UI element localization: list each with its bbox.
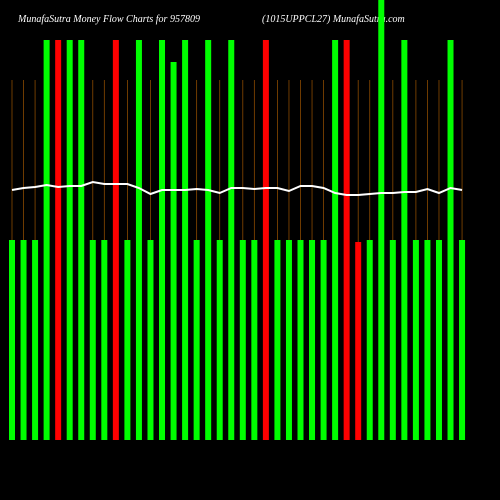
chart-title: MunafaSutra Money Flow Charts for 957809 — [17, 14, 200, 25]
bar — [320, 240, 327, 440]
bar — [55, 40, 62, 440]
bar — [297, 240, 304, 440]
bar — [20, 240, 27, 440]
bar — [147, 240, 154, 440]
bar — [355, 242, 362, 440]
bar — [309, 240, 316, 440]
bar — [424, 240, 431, 440]
bar — [343, 40, 350, 440]
bar — [332, 40, 339, 440]
bar — [101, 240, 108, 440]
bar — [193, 240, 200, 440]
bar — [459, 240, 466, 440]
bar — [378, 0, 385, 440]
bar — [135, 40, 142, 440]
money-flow-line — [11, 180, 463, 196]
bar — [9, 240, 15, 440]
bar — [447, 40, 454, 440]
bar — [274, 240, 281, 440]
bar — [159, 40, 166, 440]
bar — [435, 240, 442, 440]
bar — [251, 240, 258, 440]
bar — [170, 62, 177, 440]
bar — [216, 240, 223, 440]
bar — [89, 240, 96, 440]
bar — [366, 240, 373, 440]
bar — [78, 40, 85, 440]
bar — [124, 240, 131, 440]
bar — [66, 40, 73, 440]
bar — [112, 40, 119, 440]
bar — [262, 40, 269, 440]
chart-subtitle: (1015UPPCL27) MunafaSutra.com — [262, 14, 405, 25]
bar — [228, 40, 235, 440]
bar — [239, 240, 246, 440]
bar — [32, 240, 39, 440]
bar — [43, 40, 50, 440]
bar — [401, 40, 408, 440]
bar — [389, 240, 396, 440]
bar — [285, 240, 292, 440]
bar — [412, 240, 419, 440]
bar — [182, 40, 189, 440]
bar — [205, 40, 212, 440]
